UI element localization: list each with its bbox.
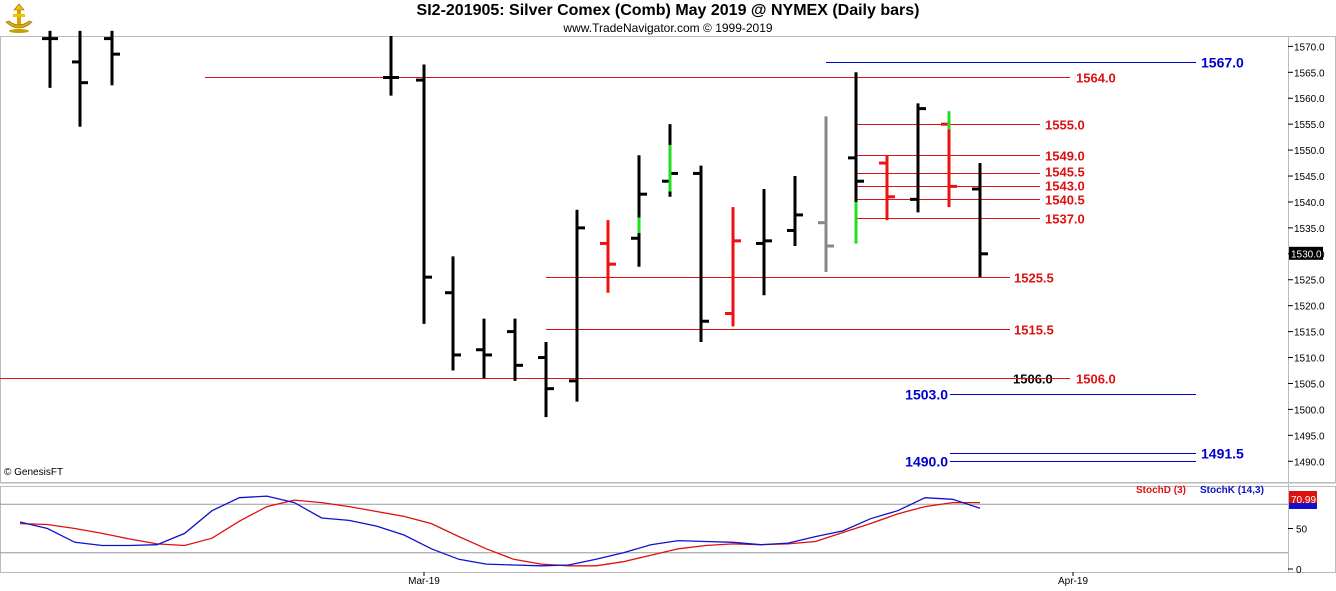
- level-label-1506.0: 1506.0: [1076, 372, 1116, 387]
- price-axis-tick-label: 1540.0: [1294, 198, 1325, 209]
- price-panel-frame: [0, 36, 1336, 483]
- stoch-series-k: [19, 495, 981, 567]
- price-axis-tick-label: 1525.0: [1294, 276, 1325, 287]
- price-axis-tick-label: 1515.0: [1294, 328, 1325, 339]
- level-label-1543.0: 1543.0: [1045, 179, 1085, 194]
- last-price-label: 1530.0: [1291, 249, 1322, 260]
- stoch-last-value-badge-k: [1289, 503, 1317, 509]
- stoch-axis-tick-label: 0: [1296, 565, 1302, 576]
- stoch-legend-d: StochD (3): [1136, 485, 1186, 496]
- price-axis-tick-label: 1545.0: [1294, 172, 1325, 183]
- price-axis-tick-label: 1500.0: [1294, 405, 1325, 416]
- stochastic-panel-frame: [0, 486, 1336, 573]
- level-label-1567.0: 1567.0: [1201, 55, 1244, 71]
- level-label-1537.0: 1537.0: [1045, 212, 1085, 227]
- date-axis-label: Apr-19: [1058, 576, 1088, 587]
- trade-navigator-logo-icon: [2, 2, 36, 34]
- level-label-1491.5: 1491.5: [1201, 446, 1244, 462]
- data-vendor-copyright: © GenesisFT: [4, 467, 64, 478]
- price-axis-tick-label: 1520.0: [1294, 302, 1325, 313]
- price-axis-tick-label: 1565.0: [1294, 68, 1325, 79]
- level-label-1540.5: 1540.5: [1045, 193, 1085, 208]
- price-axis-tick-label: 1535.0: [1294, 224, 1325, 235]
- stoch-axis-tick-label: 50: [1296, 525, 1308, 536]
- date-axis-label: Mar-19: [408, 576, 440, 587]
- level-label-1503.0: 1503.0: [905, 387, 948, 403]
- chart-subtitle: www.TradeNavigator.com © 1999-2019: [563, 21, 773, 35]
- price-axis-tick-label: 1510.0: [1294, 354, 1325, 365]
- level-label-1549.0: 1549.0: [1045, 149, 1085, 164]
- level-label-1545.5: 1545.5: [1045, 165, 1085, 180]
- price-axis-tick-label: 1560.0: [1294, 94, 1325, 105]
- level-label-1515.5: 1515.5: [1014, 323, 1054, 338]
- level-label-1564.0: 1564.0: [1076, 71, 1116, 86]
- stoch-series-d: [19, 499, 980, 567]
- last-price-badge: [1289, 246, 1323, 260]
- level-label-1490.0: 1490.0: [905, 454, 948, 470]
- level-label-1555.0: 1555.0: [1045, 118, 1085, 133]
- stoch-last-value-label: 70.99: [1291, 495, 1316, 506]
- price-axis-tick-label: 1495.0: [1294, 431, 1325, 442]
- price-axis-tick-label: 1550.0: [1294, 146, 1325, 157]
- price-axis-tick-label: 1555.0: [1294, 120, 1325, 131]
- price-axis-tick-label: 1570.0: [1294, 42, 1325, 53]
- stoch-legend-k: StochK (14,3): [1200, 485, 1264, 496]
- price-axis-tick-label: 1505.0: [1294, 379, 1325, 390]
- chart-title: SI2-201905: Silver Comex (Comb) May 2019…: [416, 2, 920, 19]
- price-axis-tick-label: 1490.0: [1294, 457, 1325, 468]
- level-label-1525.5: 1525.5: [1014, 271, 1054, 286]
